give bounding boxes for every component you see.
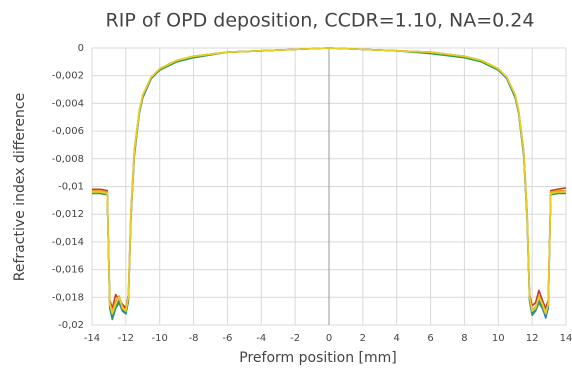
x-tick-label: 6 — [427, 333, 433, 344]
x-tick-label: 14 — [560, 333, 572, 344]
y-tick-label: 0 — [78, 43, 84, 54]
y-tick-label: -0,01 — [58, 182, 84, 193]
x-tick-label: 8 — [461, 333, 467, 344]
y-tick-label: -0,02 — [58, 320, 84, 331]
x-tick-label: -4 — [256, 333, 266, 344]
x-tick-label: 10 — [492, 333, 505, 344]
x-tick-label: -6 — [222, 333, 232, 344]
x-tick-label: 0 — [326, 333, 332, 344]
x-axis-label: Preform position [mm] — [239, 350, 396, 366]
y-tick-label: -0,014 — [52, 237, 84, 248]
y-axis-label: Refractive index difference — [12, 93, 28, 281]
x-tick-label: -8 — [189, 333, 199, 344]
x-tick-label: 12 — [526, 333, 539, 344]
x-tick-label: -2 — [290, 333, 300, 344]
y-tick-label: -0,006 — [52, 126, 84, 137]
chart-title: RIP of OPD deposition, CCDR=1.10, NA=0.2… — [106, 10, 535, 32]
y-tick-label: -0,004 — [52, 98, 84, 109]
y-tick-label: -0,018 — [52, 292, 84, 303]
x-tick-label: -14 — [84, 333, 100, 344]
x-tick-label: -12 — [118, 333, 134, 344]
y-tick-label: -0,012 — [52, 209, 84, 220]
x-tick-label: 4 — [394, 333, 400, 344]
x-tick-label: -10 — [152, 333, 168, 344]
y-tick-label: -0,008 — [52, 154, 84, 165]
y-tick-label: -0,016 — [52, 265, 84, 276]
x-tick-label: 2 — [360, 333, 366, 344]
y-tick-label: -0,002 — [52, 71, 84, 82]
series-line — [92, 47, 566, 315]
